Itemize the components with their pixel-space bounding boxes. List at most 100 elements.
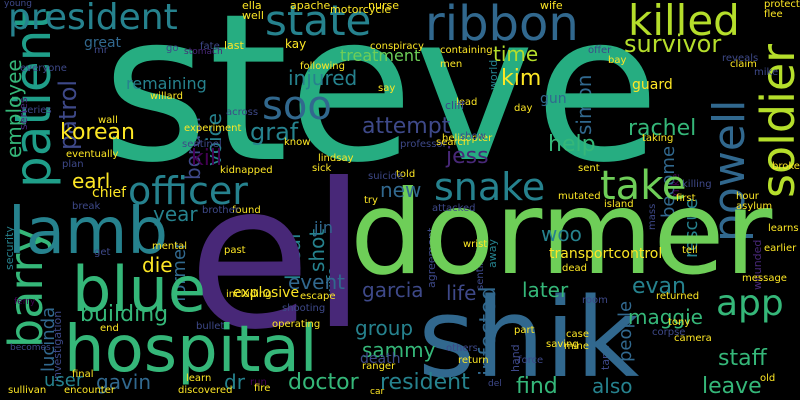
word-mental: past [224, 245, 246, 256]
word-tape: case [566, 329, 589, 340]
word-try: attacked [432, 203, 476, 214]
word-security: get [94, 247, 111, 258]
word-reveals: following [300, 61, 345, 72]
word-lee: killing [682, 179, 712, 190]
word-return: run [250, 377, 267, 388]
word-tech: series [22, 105, 52, 116]
word-part: force [518, 355, 544, 366]
word-group: group [355, 316, 414, 340]
word-sullivan: discovered [178, 385, 233, 396]
word-stomach: containing [440, 45, 493, 56]
word-attacked: found [232, 205, 261, 216]
word-including: escape [300, 291, 336, 302]
word-tell: message [742, 273, 787, 284]
word-men: lead [456, 97, 478, 108]
word-professor: helicopter [442, 133, 493, 144]
word-across: know [284, 137, 311, 148]
word-rachel: rachel [628, 116, 697, 141]
word-hand: saving [546, 339, 579, 350]
word-maggie: maggie [628, 305, 703, 329]
word-new: new [380, 178, 422, 202]
word-later: later [522, 278, 569, 302]
word-first: hour [736, 191, 759, 202]
word-returned: camera [674, 333, 712, 344]
word-officer: officer [128, 169, 248, 213]
word-suicide: told [396, 169, 416, 180]
word-away: room [582, 295, 608, 306]
word-jin: jin [314, 218, 334, 237]
word-world: show [460, 131, 486, 142]
word-blue: blue [72, 253, 207, 326]
word-wrist: old [760, 373, 776, 384]
word-time: injured [288, 66, 358, 90]
word-hour: asylum [736, 201, 773, 212]
word-cliff: claim [730, 59, 757, 70]
word-el: el [188, 141, 367, 374]
word-event: event [288, 270, 345, 294]
word-gavin: gavin [96, 370, 152, 394]
word-learn: fire [254, 383, 271, 394]
word-begin: transportcontrol [549, 246, 663, 262]
word-doctor: doctor [288, 370, 359, 395]
word-death: death [360, 351, 401, 367]
word-remaining: great [84, 35, 122, 51]
word-sick: suicide [368, 171, 404, 182]
word-mutated: island [604, 199, 634, 210]
word-mike: becomes [10, 343, 51, 353]
word-learns: tell [682, 245, 698, 256]
word-end: ferry [14, 297, 36, 307]
word-escape: shooting [282, 303, 326, 314]
word-protect: flee [764, 9, 783, 20]
word-offer: bay [608, 55, 627, 66]
word-also: leave [702, 374, 762, 399]
word-last: fate [200, 41, 220, 52]
word-say: cliff [445, 99, 465, 112]
word-ribbon: ribbon [425, 0, 579, 52]
word-app: app [716, 283, 784, 324]
word-chief: explosive [233, 285, 300, 301]
word-kay: gun [540, 91, 567, 107]
word-nurse: wife [540, 0, 563, 12]
word-transportcontrol: nurse [368, 0, 399, 12]
word-kill: kill [191, 146, 223, 171]
word-found: brother [202, 205, 239, 216]
word-kidnapped: sick [312, 163, 332, 174]
word-president: president [8, 0, 178, 38]
word-following: conspiracy [370, 41, 424, 52]
word-break: plan [62, 159, 84, 170]
word-sammy: sammy [362, 338, 436, 362]
word-resident: resident [380, 370, 470, 395]
word-lindsay: kidnapped [220, 165, 273, 176]
word-injured: remaining [126, 74, 207, 93]
word-know: professor [400, 139, 447, 150]
word-woo: woo [541, 222, 582, 246]
word-korean: korean [60, 120, 135, 145]
word-shik: shik [418, 274, 640, 400]
word-young: protect [764, 0, 800, 10]
word-told: sent [578, 163, 600, 174]
word-jess: jess [446, 144, 489, 169]
word-get: mental [152, 241, 188, 252]
word-del: wrist [463, 239, 488, 250]
word-user: user [44, 370, 84, 391]
word-bullet: del [488, 379, 502, 389]
word-soo: soo [262, 83, 332, 129]
word-investigation: car [370, 387, 385, 397]
word-state: state [265, 0, 372, 45]
word-take: take [600, 163, 687, 209]
word-lucinda: also [592, 374, 633, 398]
word-motorcycle: young [4, 0, 32, 9]
word-saving: learn [186, 373, 212, 384]
word-willard: wall [98, 115, 118, 126]
word-tony: corpse [652, 327, 686, 338]
word-past: including [226, 289, 272, 300]
word-bay: men [440, 59, 463, 70]
word-fire: sullivan [8, 385, 47, 396]
word-leave: time [493, 42, 539, 66]
word-evan: evan [632, 274, 686, 299]
word-taking: lindsay [318, 153, 354, 164]
word-die: die [142, 253, 173, 277]
word-car: others [446, 343, 478, 354]
word-flee: last [224, 39, 244, 52]
